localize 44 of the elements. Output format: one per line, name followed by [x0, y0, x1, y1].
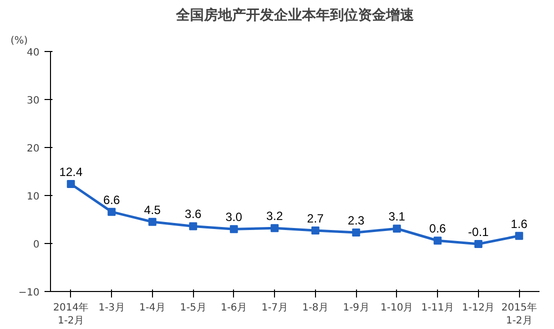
point [311, 226, 320, 235]
text: 2.7 [307, 212, 324, 226]
point [108, 208, 116, 216]
x-tick-label: 1-8月 [302, 302, 329, 314]
point [270, 224, 279, 232]
x-tick-label: 2014年 1-2月 [53, 302, 89, 327]
point [66, 180, 75, 188]
x-tick-label: 1-11月 [421, 302, 454, 314]
point [392, 224, 401, 233]
text: 3.6 [184, 207, 202, 222]
x-tick-label: 2015年 1-2月 [501, 302, 537, 327]
point [148, 218, 156, 226]
point [352, 228, 360, 236]
x-tick-label: 1-6月 [220, 302, 248, 314]
text: 6.6 [103, 192, 120, 207]
y-tick-label: 10 [26, 192, 40, 202]
text: 12.4 [59, 164, 83, 179]
y-tick-label: 40 [26, 48, 40, 58]
text: 0.6 [429, 222, 446, 236]
x-tick-label: 1-12月 [462, 302, 495, 314]
chart-title: 全国房地产开发企业本年到位资金增速 [175, 6, 415, 24]
x-tick-label: 1-4月 [139, 302, 166, 314]
y-tick-label: −10 [18, 288, 40, 298]
text: 3.0 [226, 210, 242, 224]
y-tick-label: 0 [33, 240, 40, 250]
point [434, 236, 442, 245]
text: -0.1 [468, 224, 489, 239]
y-tick-label: 30 [26, 96, 40, 106]
text: 3.1 [388, 210, 406, 224]
point [474, 240, 482, 248]
x-tick-label: 1-10月 [380, 302, 414, 314]
text: 2.3 [348, 213, 364, 228]
text: 1.6 [510, 216, 528, 231]
y-axis-title: (%) [10, 36, 28, 46]
point [230, 225, 238, 234]
y-tick-label: 20 [26, 144, 40, 154]
text: 3.2 [266, 209, 283, 224]
text: 4.5 [144, 202, 161, 217]
point [189, 222, 198, 230]
x-tick-label: 1-9月 [342, 302, 370, 314]
x-tick-label: 1-3月 [98, 302, 125, 314]
point [515, 232, 524, 240]
x-tick-label: 1-7月 [261, 302, 288, 314]
x-tick-label: 1-5月 [180, 302, 206, 314]
